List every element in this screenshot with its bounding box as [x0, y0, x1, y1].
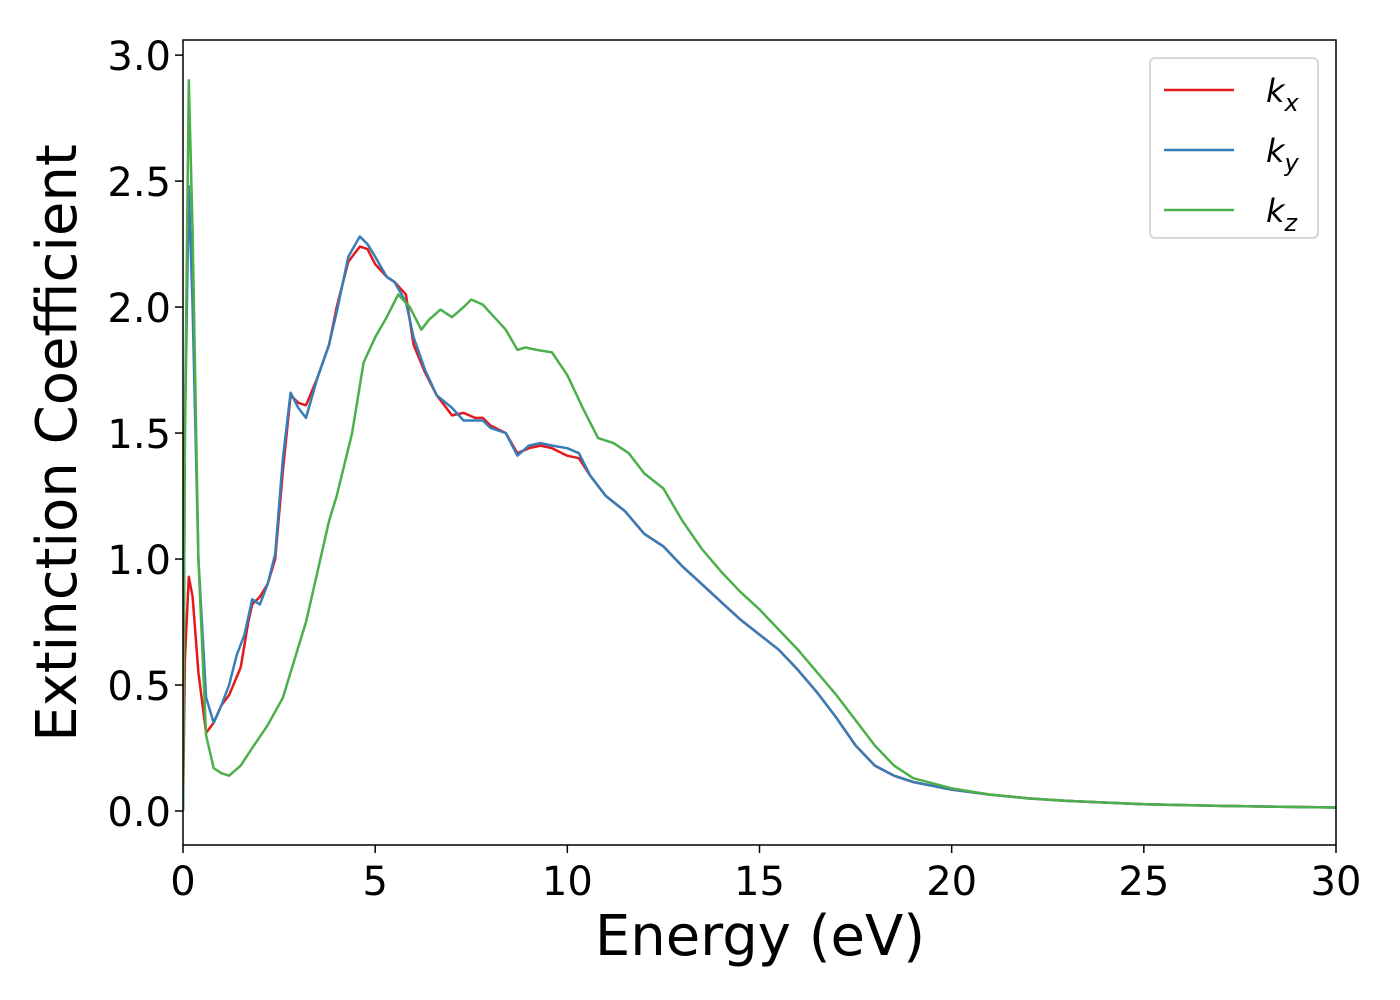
line-series: [183, 245, 1336, 812]
plot-frame: [182, 39, 1337, 846]
x-tick-label: 20: [926, 859, 977, 905]
x-tick-label: 0: [170, 859, 195, 905]
y-tick-label: 2.0: [107, 286, 171, 332]
x-tick-label: 30: [1311, 859, 1362, 905]
y-tick-label: 3.0: [107, 34, 171, 80]
y-tick-label: 2.5: [107, 160, 171, 206]
y-tick-label: 1.5: [107, 412, 171, 458]
y-tick-label: 1.0: [107, 538, 171, 584]
legend-box: [1149, 57, 1319, 239]
y-axis-label: Extinction Coefficient: [25, 144, 90, 742]
legend-label: ky: [1266, 132, 1300, 177]
line-series: [183, 79, 1336, 812]
x-axis-label: Energy (eV): [595, 904, 925, 969]
x-tick-label: 10: [542, 859, 593, 905]
y-tick-label: 0.5: [107, 664, 171, 710]
line-series: [183, 184, 1336, 812]
x-tick-label: 5: [362, 859, 387, 905]
legend-label: kx: [1266, 72, 1300, 117]
x-tick-label: 25: [1118, 859, 1169, 905]
x-tick-label: 15: [734, 859, 785, 905]
y-tick-label: 0.0: [107, 790, 171, 836]
legend-label: kz: [1266, 192, 1299, 237]
